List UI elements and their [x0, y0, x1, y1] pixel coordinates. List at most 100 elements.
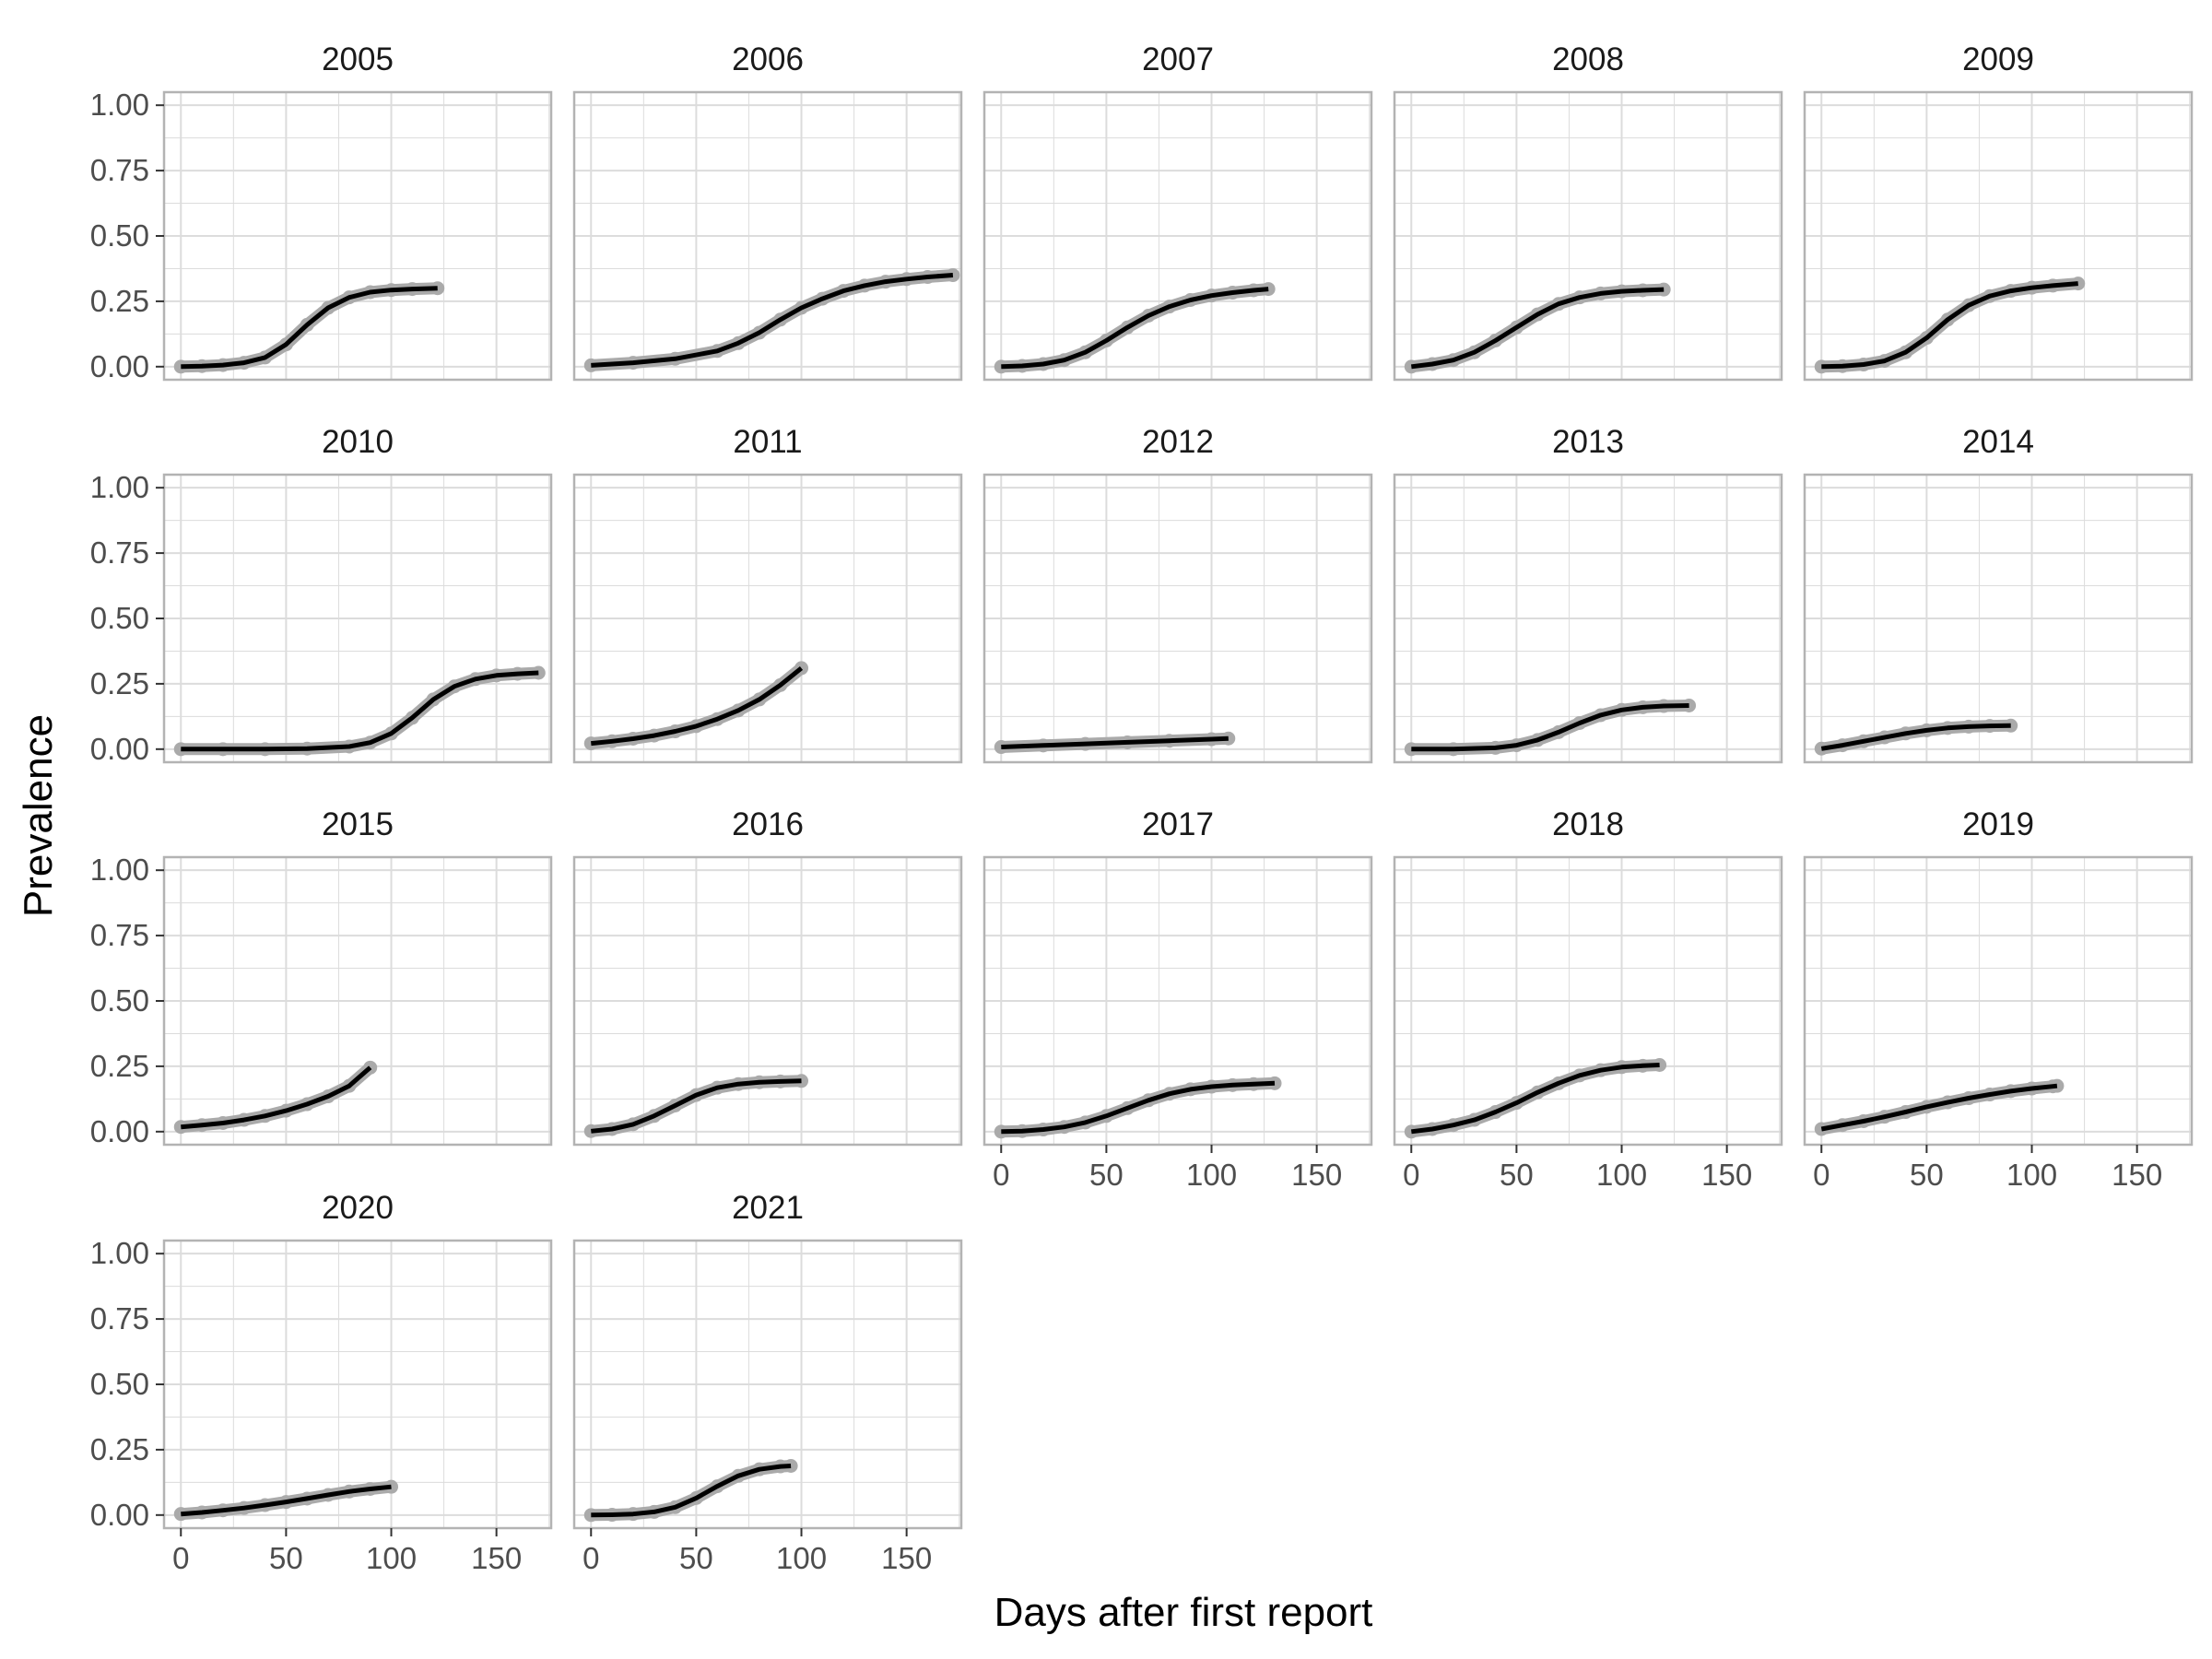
x-tick-label: 100 [2006, 1158, 2057, 1192]
panel-border [572, 90, 963, 382]
y-tick-label: 0.50 [90, 1367, 149, 1401]
y-tick-label: 0.25 [90, 666, 149, 700]
fitted-line-2019 [1820, 1083, 2058, 1132]
observed-band-2006 [584, 269, 959, 371]
facet-panel-2008: 2008 [1393, 41, 1783, 382]
panel-border [982, 473, 1373, 764]
data-point [794, 1074, 809, 1088]
data-point [994, 740, 1008, 755]
facet-title-2021: 2021 [732, 1190, 804, 1226]
facet-panel-2015: 2015 0.00 0.25 0.50 0.75 1.00 [90, 806, 553, 1148]
x-tick-label: 0 [172, 1541, 189, 1575]
facet-panel-2011: 2011 [572, 424, 963, 764]
fitted-line-2006 [591, 273, 954, 368]
facet-title-2016: 2016 [732, 806, 804, 842]
facet-panel-2021: 2021 0 50 100 150 [572, 1190, 963, 1575]
facet-panel-2017: 2017 0 50 100 150 [982, 806, 1373, 1192]
data-point [430, 281, 445, 296]
x-tick-label: 50 [1910, 1158, 1944, 1192]
facet-title-2019: 2019 [1962, 806, 2034, 842]
x-tick-label: 100 [1186, 1158, 1237, 1192]
y-tick-label: 0.75 [90, 535, 149, 570]
y-tick-label: 0.00 [90, 1114, 149, 1148]
fitted-line-2021 [591, 1464, 792, 1518]
fitted-line-2014 [1820, 723, 2011, 751]
facet-title-2011: 2011 [733, 424, 802, 460]
facet-title-2008: 2008 [1552, 41, 1624, 77]
data-point [1404, 742, 1418, 757]
facet-title-2017: 2017 [1142, 806, 1214, 842]
y-tick-label: 1.00 [90, 470, 149, 504]
x-tick-label: 150 [1701, 1158, 1752, 1192]
data-point [173, 1507, 188, 1522]
facet-panel-2005: 2005 0.00 0.25 0.50 0.75 1.00 [90, 41, 553, 383]
x-tick-label: 50 [1500, 1158, 1534, 1192]
facet-panel-2007: 2007 [982, 41, 1373, 382]
y-tick-label: 0.25 [90, 284, 149, 318]
y-tick-label: 0.25 [90, 1432, 149, 1466]
fitted-line-2017 [1001, 1080, 1276, 1135]
facet-title-2009: 2009 [1962, 41, 2034, 77]
y-tick-label: 1.00 [90, 853, 149, 887]
x-tick-label: 50 [269, 1541, 303, 1575]
x-tick-label: 0 [582, 1541, 599, 1575]
data-point [583, 1124, 598, 1138]
x-tick-label: 100 [776, 1541, 827, 1575]
facet-panel-2020: 2020 0.00 0.25 0.50 0.75 1.00 0 50 100 150 [90, 1190, 553, 1575]
y-tick-label: 1.00 [90, 88, 149, 122]
facet-title-2012: 2012 [1142, 424, 1214, 460]
data-point [531, 665, 546, 680]
data-point [1814, 359, 1829, 374]
data-point [583, 1508, 598, 1523]
x-tick-label: 100 [366, 1541, 417, 1575]
y-tick-label: 0.25 [90, 1049, 149, 1083]
facet-title-2018: 2018 [1552, 806, 1624, 842]
x-tick-label: 150 [471, 1541, 522, 1575]
facet-title-2006: 2006 [732, 41, 804, 77]
y-tick-label: 0.50 [90, 983, 149, 1018]
data-point [2071, 276, 2086, 291]
fitted-line-2007 [1001, 287, 1269, 370]
x-tick-label: 0 [1813, 1158, 1830, 1192]
x-tick-label: 50 [679, 1541, 713, 1575]
facet-panel-2019: 2019 0 50 100 150 [1803, 806, 2194, 1192]
observed-band-2015 [174, 1061, 377, 1134]
y-tick-label: 1.00 [90, 1236, 149, 1270]
panel-border [1803, 90, 2194, 382]
x-tick-label: 150 [2112, 1158, 2162, 1192]
facet-panel-2010: 2010 0.00 0.25 0.50 0.75 1.00 [90, 424, 553, 766]
data-point [1814, 1122, 1829, 1136]
data-point [384, 1479, 399, 1494]
y-tick-label: 0.75 [90, 918, 149, 952]
data-point [173, 359, 188, 374]
x-tick-label: 0 [993, 1158, 1009, 1192]
y-tick-label: 0.00 [90, 732, 149, 766]
data-point [1404, 359, 1418, 374]
facet-panel-2014: 2014 [1803, 424, 2194, 764]
y-tick-label: 0.75 [90, 153, 149, 187]
facet-panel-2013: 2013 [1393, 424, 1783, 764]
data-point [994, 359, 1008, 374]
fitted-line-2016 [591, 1078, 802, 1134]
panel-border [1393, 855, 1783, 1147]
fitted-line-2015 [181, 1065, 372, 1130]
data-point [2050, 1078, 2065, 1093]
x-tick-label: 150 [881, 1541, 932, 1575]
facet-panel-2006: 2006 [572, 41, 963, 382]
data-point [994, 1124, 1008, 1139]
panel-border [1393, 90, 1783, 382]
x-tick-label: 0 [1403, 1158, 1419, 1192]
facet-title-2015: 2015 [322, 806, 394, 842]
panel-border [1803, 473, 2194, 764]
fitted-line-2009 [1821, 281, 2078, 370]
y-tick-label: 0.50 [90, 218, 149, 253]
facet-title-2020: 2020 [322, 1190, 394, 1226]
fitted-line-2012 [1001, 735, 1229, 749]
facet-panel-2018: 2018 0 50 100 150 [1393, 806, 1783, 1192]
y-tick-label: 0.00 [90, 349, 149, 383]
data-point [583, 736, 598, 751]
facet-title-2013: 2013 [1552, 424, 1624, 460]
y-tick-label: 0.00 [90, 1498, 149, 1532]
fitted-line-2008 [1410, 287, 1665, 370]
